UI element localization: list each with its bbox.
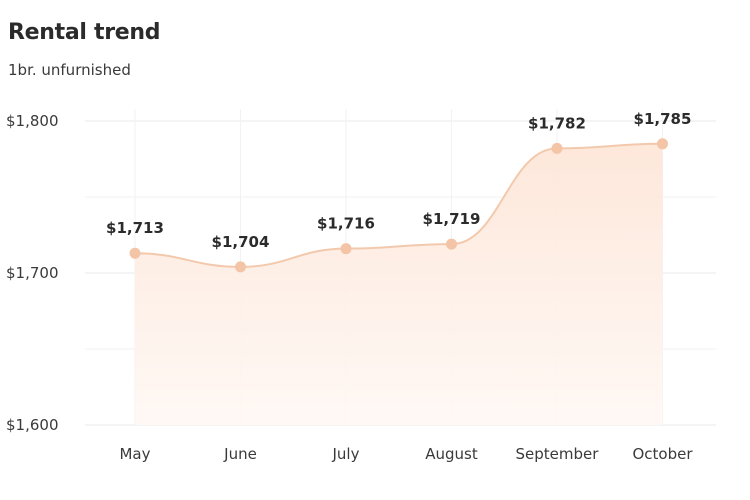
data-point[interactable] <box>129 247 141 259</box>
series-line <box>134 142 663 268</box>
x-tick-label: August <box>425 445 478 463</box>
x-tick-label: June <box>223 445 257 463</box>
y-tick-label: $1,600 <box>6 416 59 434</box>
data-label: $1,713 <box>106 219 164 237</box>
chart-title: Rental trend <box>8 20 161 45</box>
area-fill <box>135 143 663 426</box>
data-label: $1,716 <box>317 215 375 233</box>
y-tick-label: $1,700 <box>6 264 59 282</box>
data-point[interactable] <box>657 138 668 150</box>
axis-layer: $1,600 $1,700 $1,800 May June July August Septe… <box>6 112 693 463</box>
data-point[interactable] <box>551 142 563 154</box>
x-tick-label: May <box>119 445 150 463</box>
x-tick-label: October <box>632 445 693 463</box>
label-layer: $1,713 $1,704 $1,716 $1,719 $1,782 $1,785 <box>106 110 691 251</box>
area-layer <box>134 142 663 426</box>
point-layer <box>129 138 668 273</box>
data-label: $1,782 <box>528 114 586 132</box>
y-tick-label: $1,800 <box>6 112 59 130</box>
data-point[interactable] <box>235 261 246 273</box>
data-label: $1,785 <box>634 110 692 128</box>
x-tick-label: September <box>516 445 600 463</box>
data-label: $1,704 <box>212 233 270 251</box>
data-point[interactable] <box>340 243 352 255</box>
data-label: $1,719 <box>423 210 481 228</box>
chart-subtitle: 1br. unfurnished <box>8 61 131 79</box>
x-tick-label: July <box>332 445 360 463</box>
data-point[interactable] <box>446 238 457 250</box>
